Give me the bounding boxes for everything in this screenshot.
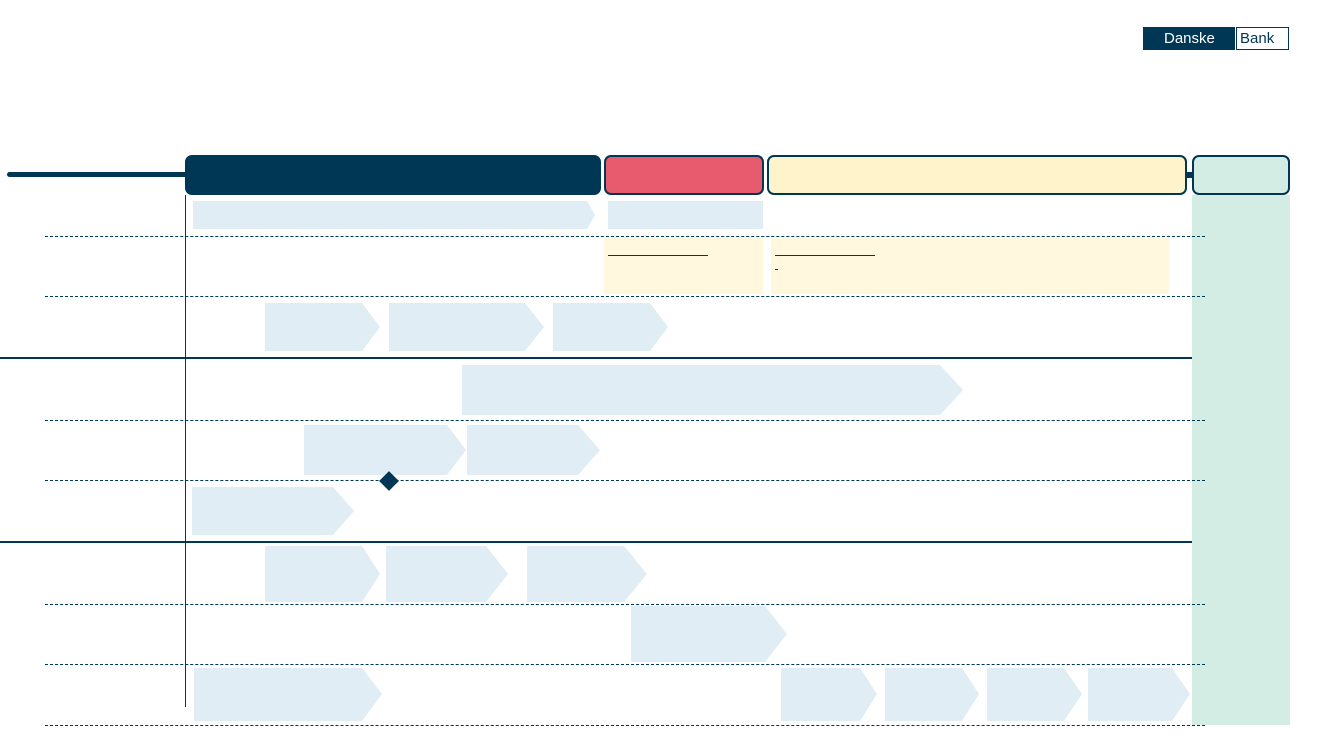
group-divider bbox=[0, 357, 1192, 359]
row-divider bbox=[45, 664, 1205, 665]
vertical-axis bbox=[185, 195, 186, 707]
underline-2 bbox=[775, 255, 875, 256]
chevron bbox=[885, 668, 979, 721]
phase-strip-2 bbox=[608, 201, 763, 229]
chevron bbox=[265, 546, 380, 602]
phase-header-1 bbox=[185, 155, 601, 195]
chevron bbox=[389, 303, 544, 351]
chevron bbox=[386, 546, 508, 602]
chevron bbox=[467, 425, 600, 475]
group-divider bbox=[0, 541, 1192, 543]
chevron bbox=[527, 546, 647, 602]
row-divider bbox=[45, 604, 1205, 605]
chevron bbox=[304, 425, 466, 475]
chevron bbox=[462, 365, 963, 415]
row-divider bbox=[45, 420, 1205, 421]
chevron bbox=[194, 668, 382, 721]
phase-strip-1 bbox=[193, 201, 595, 229]
phase-header-4 bbox=[1192, 155, 1290, 195]
row-divider bbox=[45, 296, 1205, 297]
right-column bbox=[1192, 195, 1290, 725]
header-connector bbox=[1187, 172, 1192, 178]
row-divider bbox=[45, 236, 1205, 237]
chevron bbox=[553, 303, 668, 351]
row-divider bbox=[45, 480, 1205, 481]
logo-bank: Bank bbox=[1236, 27, 1289, 50]
highlight-box-1 bbox=[604, 237, 763, 294]
chevron bbox=[1088, 668, 1190, 721]
row-header-bar bbox=[7, 172, 189, 177]
chevron bbox=[265, 303, 380, 351]
row-divider bbox=[45, 725, 1205, 726]
danske-bank-logo: Danske Bank bbox=[1143, 27, 1289, 50]
underline-3 bbox=[775, 269, 778, 270]
chevron bbox=[631, 606, 787, 662]
phase-header-2 bbox=[604, 155, 764, 195]
chevron bbox=[781, 668, 877, 721]
highlight-box-2 bbox=[771, 237, 1169, 294]
chevron bbox=[987, 668, 1082, 721]
underline-1 bbox=[608, 255, 708, 256]
chevron bbox=[192, 487, 354, 535]
phase-header-3 bbox=[767, 155, 1187, 195]
logo-danske: Danske bbox=[1143, 27, 1235, 50]
